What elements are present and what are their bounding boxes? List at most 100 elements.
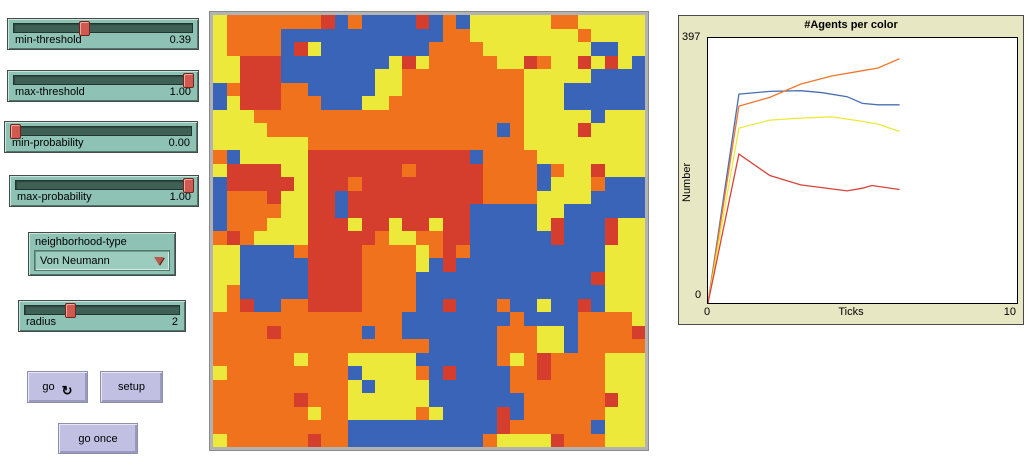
patch: [334, 28, 348, 42]
slider-handle[interactable]: [79, 21, 91, 36]
patch: [631, 312, 645, 326]
patch: [604, 433, 618, 447]
patch: [361, 82, 375, 96]
patch: [321, 420, 335, 434]
patch: [402, 258, 416, 272]
min-threshold-slider[interactable]: min-threshold 0.39: [7, 18, 199, 50]
patch: [510, 258, 524, 272]
slider-handle[interactable]: [183, 178, 194, 193]
patch: [564, 28, 578, 42]
slider-label: max-threshold: [15, 86, 85, 98]
patch: [415, 217, 429, 231]
patch: [631, 433, 645, 447]
min-probability-slider[interactable]: min-probability 0.00: [4, 121, 198, 153]
slider-handle[interactable]: [64, 303, 76, 318]
patch: [240, 15, 254, 29]
patch: [564, 339, 578, 353]
patch: [402, 420, 416, 434]
patch: [537, 312, 551, 326]
patch: [618, 271, 632, 285]
patch: [334, 244, 348, 258]
patch: [469, 82, 483, 96]
patch: [469, 244, 483, 258]
patch: [321, 69, 335, 83]
patch: [226, 190, 240, 204]
slider-track[interactable]: [15, 180, 193, 190]
patch: [240, 217, 254, 231]
patch: [415, 325, 429, 339]
patch: [253, 379, 267, 393]
patch: [307, 379, 321, 393]
chooser-dropdown[interactable]: Von Neumann: [34, 250, 170, 271]
patch: [483, 123, 497, 137]
patch: [240, 150, 254, 164]
patch: [510, 28, 524, 42]
slider-track[interactable]: [24, 305, 180, 315]
patch: [591, 163, 605, 177]
patch: [213, 217, 227, 231]
patch: [321, 163, 335, 177]
slider-track[interactable]: [13, 75, 193, 85]
patch: [294, 393, 308, 407]
world-view[interactable]: [209, 11, 649, 451]
patch: [253, 150, 267, 164]
patch: [483, 136, 497, 150]
patch: [348, 204, 362, 218]
patch: [456, 244, 470, 258]
slider-track[interactable]: [10, 126, 192, 136]
patch: [402, 231, 416, 245]
patch: [456, 177, 470, 191]
patch: [375, 15, 389, 29]
max-probability-slider[interactable]: max-probability 1.00: [9, 175, 199, 207]
go-once-button[interactable]: go once: [58, 423, 138, 454]
patch: [618, 231, 632, 245]
setup-button[interactable]: setup: [100, 371, 163, 403]
go-button[interactable]: go ↻: [27, 371, 88, 403]
patch: [361, 285, 375, 299]
patch: [456, 28, 470, 42]
patch: [456, 136, 470, 150]
patch: [294, 433, 308, 447]
patch: [631, 352, 645, 366]
patch: [469, 406, 483, 420]
patch: [294, 190, 308, 204]
patch: [280, 325, 294, 339]
radius-slider[interactable]: radius 2: [18, 300, 186, 332]
patch: [348, 379, 362, 393]
patch: [240, 285, 254, 299]
patch: [604, 82, 618, 96]
patch: [375, 28, 389, 42]
patch: [415, 55, 429, 69]
patch: [618, 150, 632, 164]
patch: [240, 420, 254, 434]
patch: [550, 271, 564, 285]
patch: [226, 312, 240, 326]
patch: [537, 42, 551, 56]
y-axis-max-label: 397: [682, 31, 701, 43]
patch: [361, 352, 375, 366]
patch: [361, 420, 375, 434]
patch: [280, 231, 294, 245]
patch: [226, 177, 240, 191]
patch: [280, 217, 294, 231]
slider-handle[interactable]: [183, 73, 194, 88]
slider-handle[interactable]: [10, 124, 21, 139]
patch: [226, 15, 240, 29]
patch: [537, 231, 551, 245]
slider-label: max-probability: [17, 191, 92, 203]
patch: [375, 217, 389, 231]
patch: [523, 163, 537, 177]
patch: [496, 204, 510, 218]
patch: [604, 258, 618, 272]
patch: [280, 42, 294, 56]
slider-track[interactable]: [13, 23, 193, 33]
patch: [307, 55, 321, 69]
neighborhood-type-chooser[interactable]: neighborhood-type Von Neumann: [28, 232, 176, 276]
patch: [415, 123, 429, 137]
patch: [361, 96, 375, 110]
patch: [523, 190, 537, 204]
patch: [483, 28, 497, 42]
patch: [402, 177, 416, 191]
patch: [253, 433, 267, 447]
max-threshold-slider[interactable]: max-threshold 1.00: [7, 70, 199, 102]
